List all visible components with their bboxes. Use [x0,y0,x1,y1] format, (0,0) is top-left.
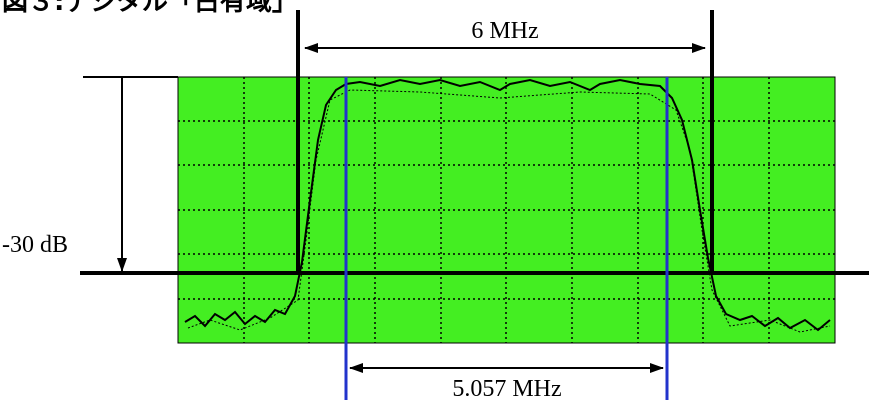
level-label: -30 dB [2,232,68,258]
inner-bandwidth-label: 5.057 MHz [452,376,561,402]
diagram: 図３:デジタル「占有域」 6 MHz -30 dB 5.057 MHz [0,0,869,405]
title: 図３:デジタル「占有域」 [2,0,298,17]
outer-bandwidth-label: 6 MHz [471,18,538,44]
page: 図３:デジタル「占有域」 6 MHz -30 dB 5.057 MHz (() … [0,0,869,405]
